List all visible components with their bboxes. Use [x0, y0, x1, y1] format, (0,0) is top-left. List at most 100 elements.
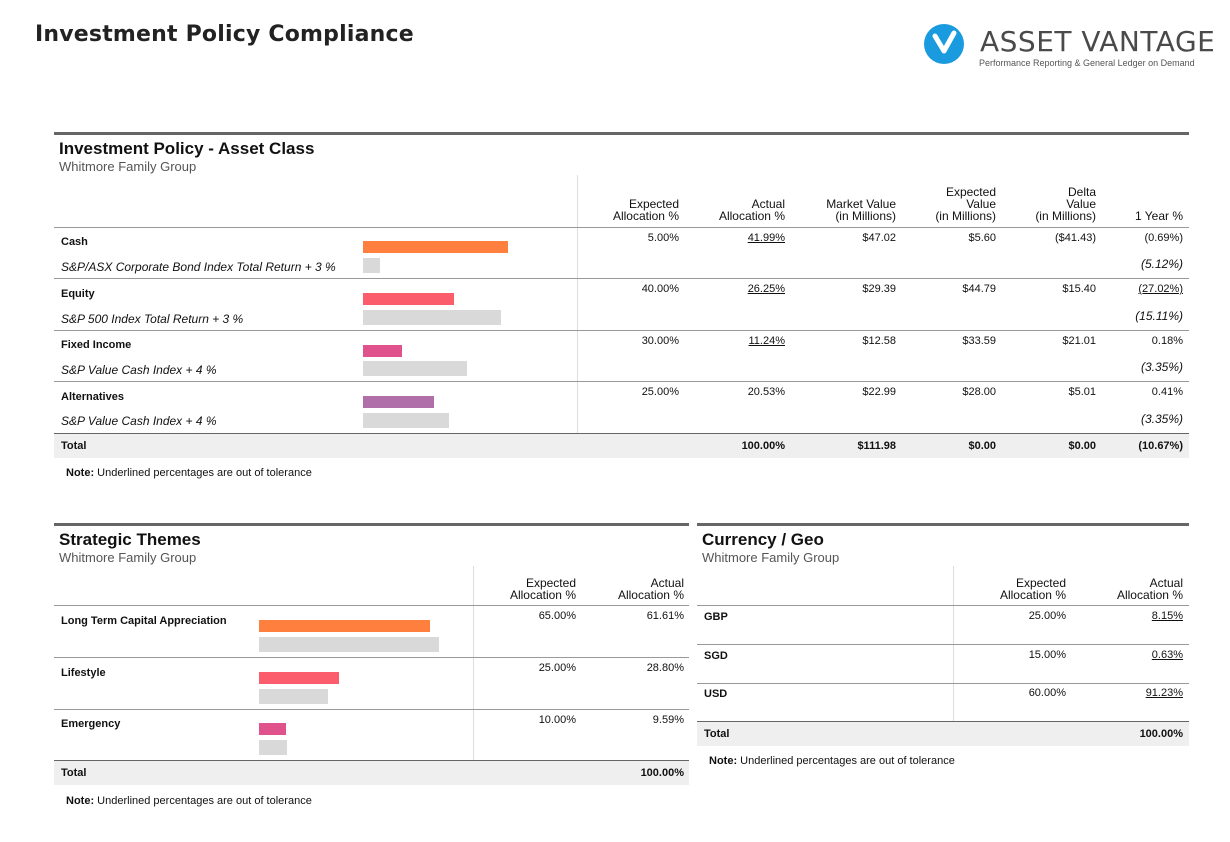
expected-alloc-cell: 25.00% — [1028, 610, 1066, 622]
expected-allocation-bar — [259, 740, 287, 755]
row-label: Equity — [61, 288, 95, 300]
col-header-market-value: Market Value (in Millions) — [826, 197, 896, 223]
tolerance-note: Note: Underlined percentages are out of … — [709, 755, 955, 767]
total-expected-value: $0.00 — [968, 440, 996, 452]
benchmark-return-cell: (5.12%) — [1140, 257, 1183, 271]
benchmark-label: S&P Value Cash Index + 4 % — [61, 414, 217, 428]
column-divider — [473, 566, 474, 760]
expected-allocation-bar — [363, 361, 467, 376]
benchmark-label: S&P Value Cash Index + 4 % — [61, 363, 217, 377]
delta-value-cell: $5.01 — [1068, 386, 1096, 398]
panel-top-rule — [697, 523, 1189, 526]
expected-value-cell: $44.79 — [962, 283, 996, 295]
benchmark-label: S&P/ASX Corporate Bond Index Total Retur… — [61, 260, 336, 274]
one-year-cell: 0.41% — [1151, 386, 1183, 398]
expected-allocation-bar — [259, 637, 439, 652]
actual-alloc-cell: 8.15% — [1151, 610, 1183, 622]
total-row — [54, 434, 1189, 458]
row-rule — [697, 644, 1189, 645]
col-header-expected-alloc: Expected Allocation % — [612, 197, 679, 223]
total-one-year: (10.67%) — [1138, 440, 1183, 452]
logo-mark-icon — [924, 24, 964, 64]
expected-alloc-cell: 5.00% — [647, 232, 679, 244]
row-rule — [697, 683, 1189, 684]
benchmark-label: S&P 500 Index Total Return + 3 % — [61, 312, 244, 326]
actual-allocation-bar — [259, 672, 339, 684]
expected-alloc-cell: 25.00% — [641, 386, 679, 398]
expected-alloc-cell: 25.00% — [538, 662, 576, 674]
expected-allocation-bar — [363, 310, 501, 325]
expected-alloc-cell: 10.00% — [538, 714, 576, 726]
col-header-expected-value: Expected Value (in Millions) — [935, 185, 996, 223]
col-header-expected-alloc: Expected Allocation % — [509, 576, 576, 602]
row-label: Long Term Capital Appreciation — [61, 615, 227, 627]
row-label: Cash — [61, 236, 88, 248]
row-label: Fixed Income — [61, 339, 132, 351]
company-logo: ASSET VANTAGE Performance Reporting & Ge… — [924, 24, 1215, 74]
one-year-cell: (27.02%) — [1138, 283, 1183, 295]
delta-value-cell: ($41.43) — [1055, 232, 1096, 244]
row-rule — [54, 278, 1189, 279]
tolerance-note: Note: Underlined percentages are out of … — [66, 467, 312, 479]
total-rule — [54, 433, 1189, 434]
market-value-cell: $29.39 — [862, 283, 896, 295]
col-header-actual-alloc: Actual Allocation % — [1116, 576, 1183, 602]
total-label: Total — [61, 767, 87, 779]
one-year-cell: (0.69%) — [1144, 232, 1183, 244]
row-label: Emergency — [61, 718, 121, 730]
panel-subtitle: Whitmore Family Group — [59, 159, 197, 174]
total-row — [697, 722, 1189, 746]
col-header-expected-alloc: Expected Allocation % — [999, 576, 1066, 602]
row-rule — [54, 657, 689, 658]
actual-alloc-cell: 9.59% — [652, 714, 684, 726]
total-label: Total — [61, 440, 87, 452]
row-label: Lifestyle — [61, 667, 106, 679]
panel-subtitle: Whitmore Family Group — [702, 550, 840, 565]
actual-allocation-bar — [363, 293, 454, 305]
expected-alloc-cell: 65.00% — [538, 610, 576, 622]
row-rule — [54, 330, 1189, 331]
actual-allocation-bar — [259, 723, 286, 735]
actual-alloc-cell: 0.63% — [1151, 649, 1183, 661]
actual-alloc-cell: 26.25% — [747, 283, 785, 295]
actual-alloc-cell: 11.24% — [748, 335, 786, 347]
total-label: Total — [704, 728, 730, 740]
total-actual-alloc: 100.00% — [640, 767, 684, 779]
expected-allocation-bar — [363, 413, 449, 428]
header-rule — [54, 227, 1189, 228]
total-actual-alloc: 100.00% — [741, 440, 785, 452]
actual-alloc-cell: 20.53% — [747, 386, 785, 398]
benchmark-return-cell: (3.35%) — [1140, 360, 1183, 374]
total-rule — [697, 721, 1189, 722]
panel-subtitle: Whitmore Family Group — [59, 550, 197, 565]
col-header-delta-value: Delta Value (in Millions) — [1035, 185, 1096, 223]
expected-alloc-cell: 60.00% — [1028, 687, 1066, 699]
expected-value-cell: $33.59 — [962, 335, 996, 347]
delta-value-cell: $21.01 — [1062, 335, 1096, 347]
expected-value-cell: $5.60 — [968, 232, 996, 244]
row-rule — [54, 709, 689, 710]
market-value-cell: $12.58 — [862, 335, 896, 347]
logo-tagline: Performance Reporting & General Ledger o… — [979, 58, 1195, 68]
actual-allocation-bar — [363, 345, 402, 357]
header-rule — [54, 605, 689, 606]
market-value-cell: $22.99 — [862, 386, 896, 398]
actual-alloc-cell: 61.61% — [646, 610, 684, 622]
column-divider — [953, 566, 954, 721]
row-label: SGD — [704, 650, 728, 662]
expected-alloc-cell: 30.00% — [641, 335, 679, 347]
tolerance-note: Note: Underlined percentages are out of … — [66, 795, 312, 807]
row-label: USD — [704, 688, 728, 700]
col-header-one-year: 1 Year % — [1134, 209, 1183, 223]
total-delta-value: $0.00 — [1068, 440, 1096, 452]
total-rule — [54, 760, 689, 761]
expected-alloc-cell: 15.00% — [1028, 649, 1066, 661]
panel-title: Strategic Themes — [59, 530, 201, 549]
benchmark-return-cell: (15.11%) — [1135, 309, 1183, 323]
benchmark-return-cell: (3.35%) — [1140, 412, 1183, 426]
row-label: Alternatives — [61, 391, 124, 403]
delta-value-cell: $15.40 — [1062, 283, 1096, 295]
one-year-cell: 0.18% — [1151, 335, 1183, 347]
actual-alloc-cell: 91.23% — [1145, 687, 1183, 699]
market-value-cell: $47.02 — [862, 232, 896, 244]
